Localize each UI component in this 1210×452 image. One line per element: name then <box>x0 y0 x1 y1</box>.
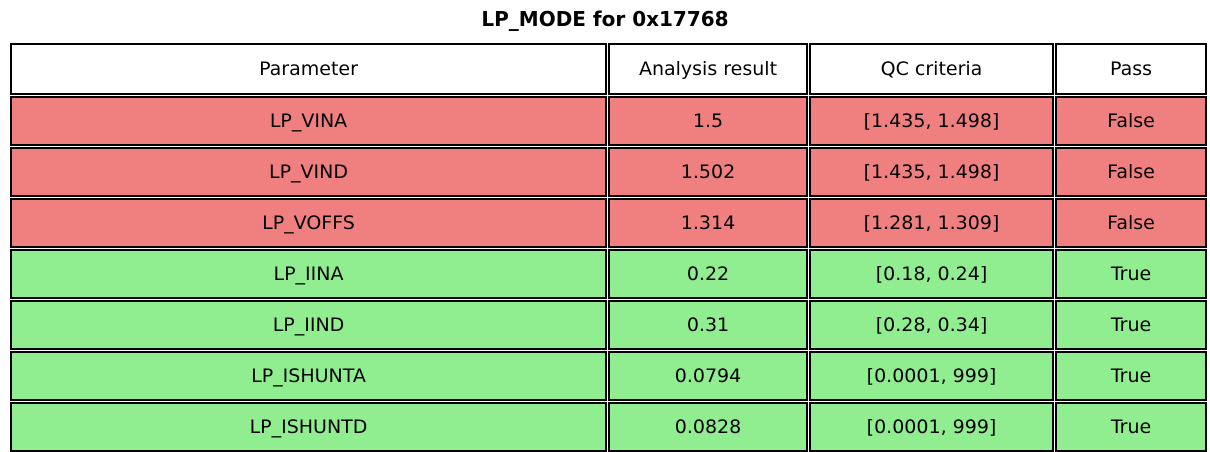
cell-qc-criteria: [0.0001, 999] <box>809 351 1054 401</box>
cell-parameter: LP_VINA <box>10 96 607 146</box>
table-row: LP_ISHUNTA 0.0794 [0.0001, 999] True <box>10 351 1207 401</box>
cell-parameter: LP_ISHUNTA <box>10 351 607 401</box>
cell-analysis-result: 1.314 <box>608 198 808 248</box>
cell-qc-criteria: [0.18, 0.24] <box>809 249 1054 299</box>
qc-results-table: Parameter Analysis result QC criteria Pa… <box>9 42 1208 452</box>
cell-pass: False <box>1055 96 1207 146</box>
cell-analysis-result: 1.5 <box>608 96 808 146</box>
cell-pass: False <box>1055 198 1207 248</box>
table-row: LP_VINA 1.5 [1.435, 1.498] False <box>10 96 1207 146</box>
cell-analysis-result: 0.0828 <box>608 402 808 452</box>
cell-qc-criteria: [1.435, 1.498] <box>809 96 1054 146</box>
figure-title: LP_MODE for 0x17768 <box>481 7 729 31</box>
table-row: LP_IIND 0.31 [0.28, 0.34] True <box>10 300 1207 350</box>
cell-qc-criteria: [0.28, 0.34] <box>809 300 1054 350</box>
cell-analysis-result: 0.0794 <box>608 351 808 401</box>
cell-parameter: LP_IIND <box>10 300 607 350</box>
cell-pass: True <box>1055 351 1207 401</box>
column-header-qc-criteria: QC criteria <box>809 43 1054 95</box>
cell-pass: True <box>1055 402 1207 452</box>
cell-parameter: LP_ISHUNTD <box>10 402 607 452</box>
cell-qc-criteria: [0.0001, 999] <box>809 402 1054 452</box>
cell-analysis-result: 1.502 <box>608 147 808 197</box>
cell-qc-criteria: [1.435, 1.498] <box>809 147 1054 197</box>
table-row: LP_VOFFS 1.314 [1.281, 1.309] False <box>10 198 1207 248</box>
cell-analysis-result: 0.31 <box>608 300 808 350</box>
cell-pass: True <box>1055 300 1207 350</box>
column-header-analysis-result: Analysis result <box>608 43 808 95</box>
cell-parameter: LP_VIND <box>10 147 607 197</box>
table-row: LP_IINA 0.22 [0.18, 0.24] True <box>10 249 1207 299</box>
header-row: Parameter Analysis result QC criteria Pa… <box>10 43 1207 95</box>
table-row: LP_VIND 1.502 [1.435, 1.498] False <box>10 147 1207 197</box>
cell-pass: True <box>1055 249 1207 299</box>
cell-pass: False <box>1055 147 1207 197</box>
cell-parameter: LP_IINA <box>10 249 607 299</box>
column-header-parameter: Parameter <box>10 43 607 95</box>
table-row: LP_ISHUNTD 0.0828 [0.0001, 999] True <box>10 402 1207 452</box>
cell-qc-criteria: [1.281, 1.309] <box>809 198 1054 248</box>
cell-analysis-result: 0.22 <box>608 249 808 299</box>
column-header-pass: Pass <box>1055 43 1207 95</box>
cell-parameter: LP_VOFFS <box>10 198 607 248</box>
